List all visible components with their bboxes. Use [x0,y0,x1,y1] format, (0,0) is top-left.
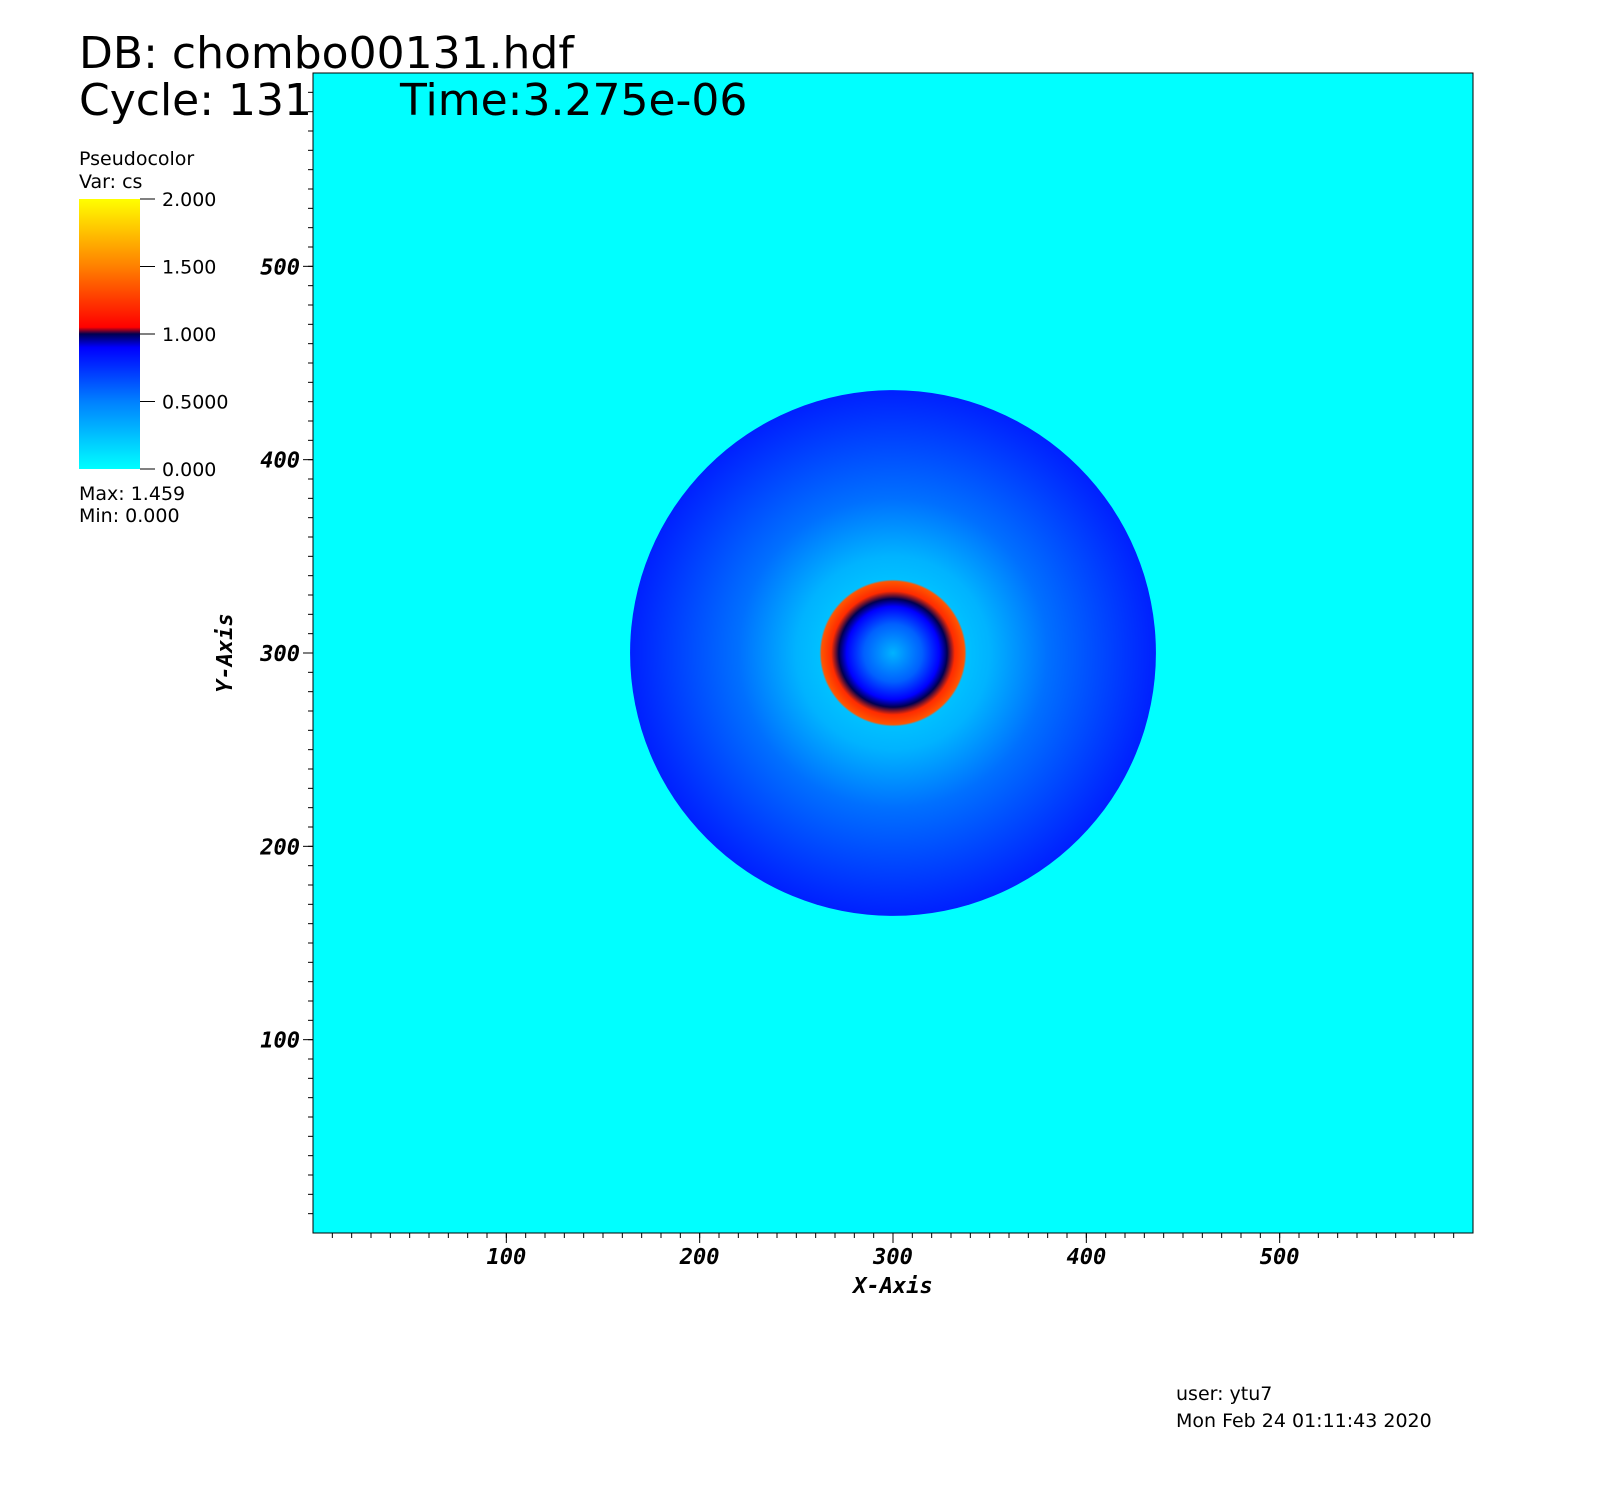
plot-area: 100 200 300 400 500 100 200 300 400 500 [259,72,1474,1270]
y-tick-label: 500 [260,255,300,280]
x-tick-label: 400 [1066,1245,1106,1270]
y-tick-label: 400 [260,449,300,474]
y-axis-label: Y-Axis [213,613,238,692]
x-tick-label: 500 [1260,1245,1300,1270]
colorbar-tick-label: 1.000 [162,324,216,346]
x-axis-label: X-Axis [851,1274,932,1299]
legend-max: Max: 1.459 [79,483,185,505]
x-tick-label: 200 [679,1245,720,1270]
y-tick-label: 100 [260,1029,300,1054]
y-tick-label: 200 [259,835,300,860]
date-label: Mon Feb 24 01:11:43 2020 [1176,1410,1432,1432]
colorbar-tick-label: 0.000 [162,459,216,481]
colorbar-tick-label: 2.000 [162,189,216,211]
radial-field [630,390,1156,916]
cycle-label: Cycle: 131 [79,75,312,126]
colorbar-tick-label: 0.5000 [162,392,228,414]
user-label: user: ytu7 [1176,1383,1272,1405]
colorbar [79,199,140,469]
time-label: Time:3.275e-06 [399,75,747,126]
y-tick-label: 300 [259,642,300,667]
x-tick-label: 100 [486,1245,526,1270]
legend-var: Var: cs [79,171,142,193]
x-tick-label: 300 [872,1245,913,1270]
colorbar-tick-label: 1.500 [162,257,216,279]
legend-title: Pseudocolor [79,148,194,170]
legend-min: Min: 0.000 [79,505,180,527]
db-title: DB: chombo00131.hdf [79,28,575,79]
